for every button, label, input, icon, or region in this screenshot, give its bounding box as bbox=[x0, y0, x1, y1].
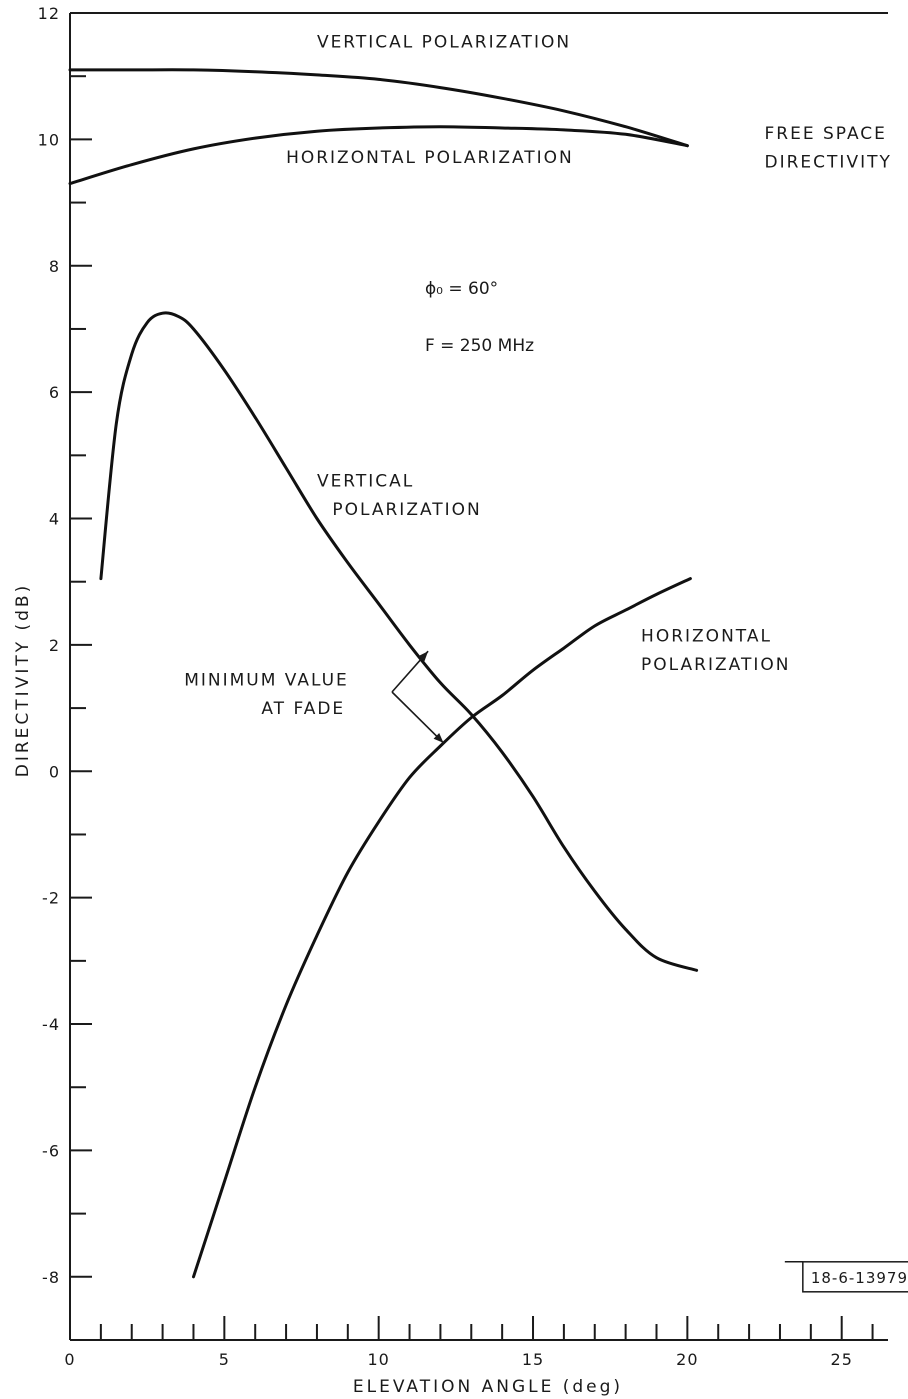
curves bbox=[68, 68, 699, 1279]
x-tick-label: 25 bbox=[831, 1350, 853, 1369]
x-tick-label: 0 bbox=[64, 1350, 75, 1369]
arrowhead-horizontal bbox=[433, 733, 444, 743]
y-tick-label: 0 bbox=[49, 762, 60, 781]
y-tick-label: 4 bbox=[49, 510, 60, 529]
y-tick-label: -6 bbox=[42, 1141, 60, 1160]
annotation-horizontal: HORIZONTAL bbox=[641, 626, 772, 646]
y-tick-label: 10 bbox=[38, 130, 60, 149]
y-tick-label: -8 bbox=[42, 1268, 60, 1287]
annotation-frequency: F = 250 MHz bbox=[425, 336, 534, 356]
annotation-horizontal-polarization: POLARIZATION bbox=[641, 655, 790, 675]
x-tick-label: 10 bbox=[367, 1350, 389, 1369]
series-label-free-space-horizontal: HORIZONTAL POLARIZATION bbox=[286, 148, 574, 168]
ground-vertical-curve bbox=[99, 311, 699, 972]
y-tick-label: -4 bbox=[42, 1015, 60, 1034]
y-tick-label: 8 bbox=[49, 257, 60, 276]
figure-id: 18-6-13979 bbox=[811, 1269, 908, 1287]
x-tick-label: 20 bbox=[676, 1350, 698, 1369]
y-tick-label: 2 bbox=[49, 636, 60, 655]
arrow-to-horizontal bbox=[391, 691, 445, 744]
series-label-free-space-vertical: VERTICAL POLARIZATION bbox=[317, 32, 571, 52]
ground-horizontal-curve bbox=[192, 577, 692, 1279]
figure-id-box bbox=[802, 1261, 908, 1293]
ticks bbox=[69, 12, 874, 1341]
fade-arrows bbox=[391, 650, 908, 1293]
annotation-minimum-value: MINIMUM VALUE bbox=[184, 671, 349, 691]
axes bbox=[69, 12, 888, 1341]
y-tick-label: -2 bbox=[42, 889, 60, 908]
annotation-phi: ϕ₀ = 60° bbox=[425, 279, 498, 299]
arrowhead-vertical bbox=[418, 651, 429, 662]
y-tick-label: 12 bbox=[38, 4, 60, 23]
annotation-at-fade: AT FADE bbox=[261, 699, 345, 719]
annotation-directivity: DIRECTIVITY bbox=[765, 152, 892, 172]
annotation-free-space: FREE SPACE bbox=[765, 124, 887, 144]
y-axis-title: DIRECTIVITY (dB) bbox=[13, 583, 33, 777]
annotation-vertical-polarization: POLARIZATION bbox=[332, 500, 481, 520]
x-axis-title: ELEVATION ANGLE (deg) bbox=[353, 1377, 623, 1397]
free-space-horizontal-curve bbox=[68, 125, 689, 186]
annotation-vertical: VERTICAL bbox=[317, 472, 414, 492]
x-tick-label: 15 bbox=[522, 1350, 544, 1369]
x-tick-label: 5 bbox=[219, 1350, 230, 1369]
y-tick-label: 6 bbox=[49, 383, 60, 402]
labels: -8 -6 -4 -2 0 2 4 6 8 10 12 0 5 10 15 20 25 ELEVATION ANG… bbox=[13, 4, 908, 1397]
free-space-vertical-curve bbox=[68, 68, 689, 148]
